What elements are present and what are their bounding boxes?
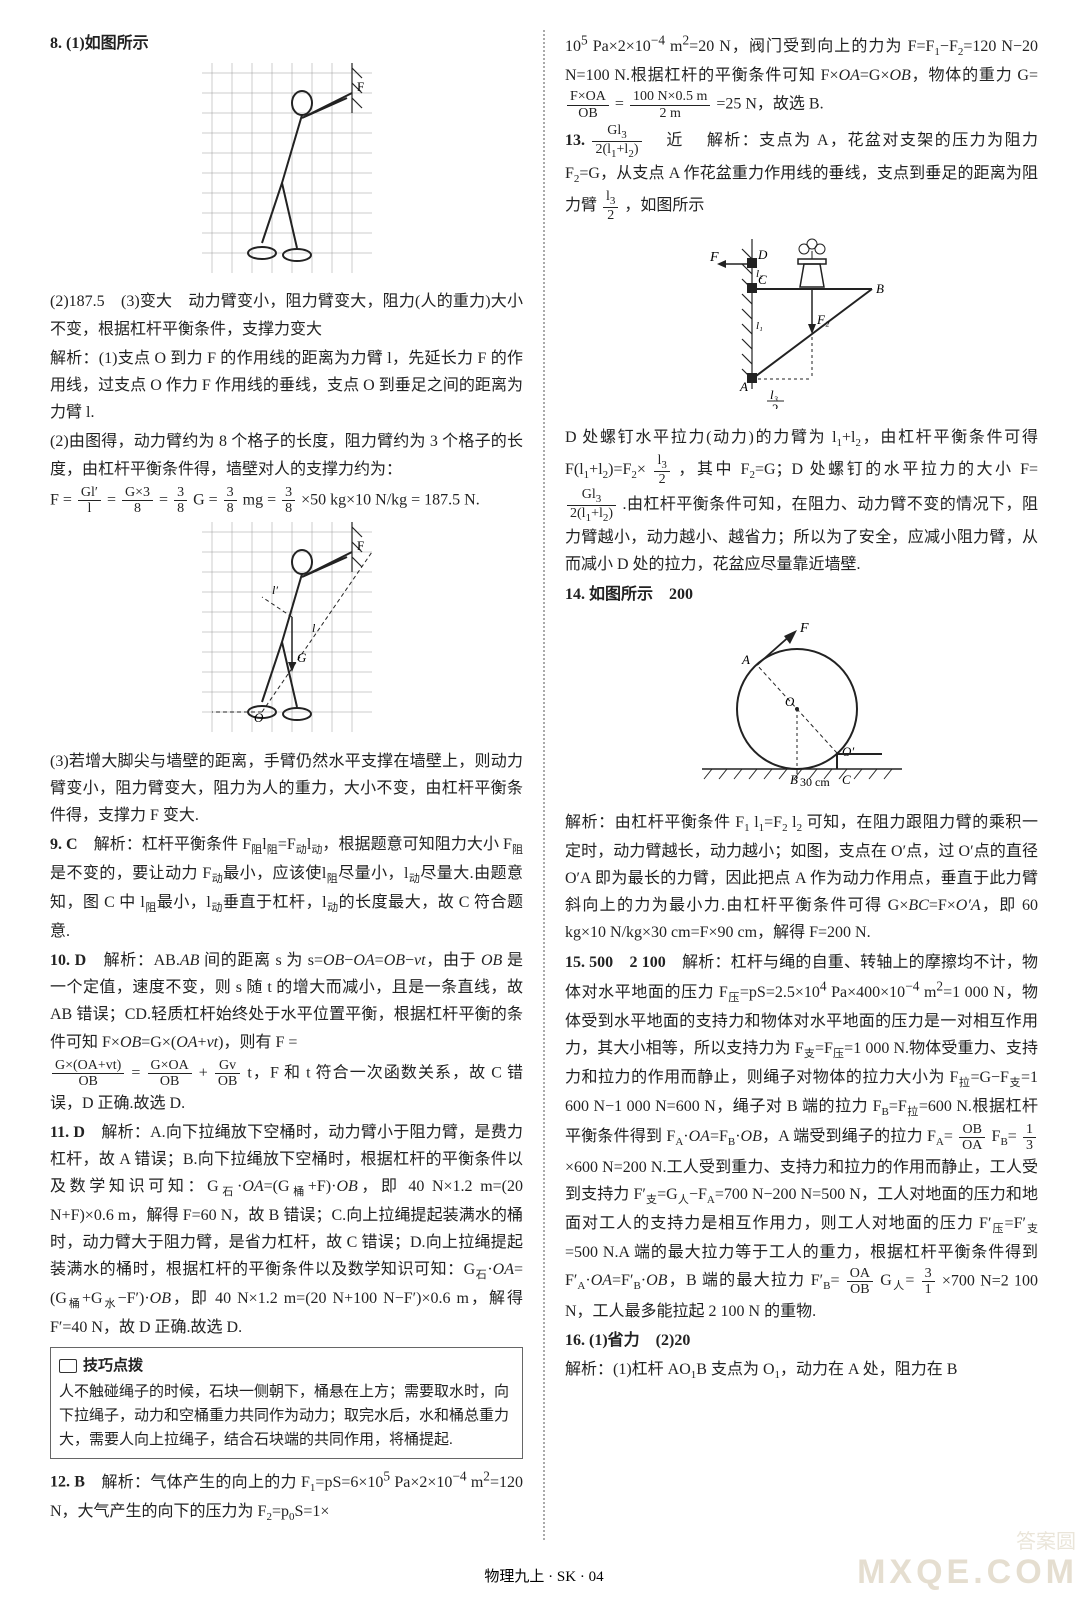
- q12: 12. B 解析：气体产生的向上的力 F1=pS=6×105 Pa×2×10−4…: [50, 1465, 523, 1526]
- svg-text:A: A: [739, 379, 748, 394]
- tips-box: 技巧点拨 人不触碰绳子的时候，石块一侧朝下，桶悬在上方；需要取水时，向下拉绳子，…: [50, 1347, 523, 1459]
- q13: 13. Gl32(l1+l2) 近 解析：支点为 A，花盆对支架的压力为阻力 F…: [565, 123, 1038, 223]
- q13-ana2: D 处螺钉水平拉力(动力)的力臂为 l1+l2，由杠杆平衡条件可得 F(l1+l…: [565, 424, 1038, 578]
- q10-formula: G×(OA+vt)OB = G×OAOB + GvOB t，F 和 t 符合一次…: [50, 1058, 523, 1117]
- svg-text:G: G: [297, 650, 307, 665]
- svg-text:B: B: [876, 281, 884, 296]
- q16-lead: 16. (1)省力 (2)20: [565, 1332, 690, 1349]
- q14-figure: F A O O′ B C 30 cm: [565, 614, 1038, 803]
- svg-text:F: F: [357, 538, 364, 553]
- q11: 11. D 解析：A.向下拉绳放下空桶时，动力臂小于阻力臂，是费力杠杆，故 A …: [50, 1119, 523, 1342]
- q8-figure-1: {} F: [50, 63, 523, 282]
- svg-text:l₁: l₁: [756, 320, 763, 332]
- svg-text:2: 2: [772, 401, 779, 409]
- q12-ana: 解析：气体产生的向上的力 F1=pS=6×105 Pa×2×10−4 m2=12…: [50, 1474, 523, 1520]
- q9: 9. C 解析：杠杆平衡条件 F阻l阻=F动l动，根据题意可知阻力大小 F阻是不…: [50, 831, 523, 945]
- svg-text:O: O: [785, 694, 795, 709]
- q8-p2: (2)187.5 (3)变大 动力臂变小，阻力臂变大，阻力(人的重力)大小不变，…: [50, 288, 523, 342]
- q14-ana: 解析：由杠杆平衡条件 F1 l1=F2 l2 可知，在阻力跟阻力臂的乘积一定时，…: [565, 809, 1038, 947]
- svg-text:A: A: [741, 652, 750, 667]
- q8-figure-2: F O G l′ l: [50, 522, 523, 741]
- q8-formula: F = Gl′l = G×38 = 38 G = 38 mg = 38 ×50 …: [50, 485, 523, 517]
- q8-p3: (3)若增大脚尖与墙壁的距离，手臂仍然水平支撑在墙壁上，则动力臂变小，阻力臂变大…: [50, 748, 523, 830]
- svg-text:C: C: [842, 772, 851, 787]
- q16-ana: 解析：(1)杠杆 AO1B 支点为 O1，动力在 A 处，阻力在 B: [565, 1356, 1038, 1385]
- watermark: MXQE.COM: [857, 1553, 1078, 1592]
- q10: 10. D 解析：AB.AB 间的距离 s 为 s=OB−OA=OB−vt，由于…: [50, 947, 523, 1056]
- svg-text:30 cm: 30 cm: [800, 775, 830, 789]
- svg-text:F₂: F₂: [816, 312, 830, 327]
- q14-lead: 14. 如图所示 200: [565, 586, 693, 603]
- tips-title: 技巧点拨: [83, 1354, 143, 1378]
- q8-lead: 8. (1)如图所示: [50, 35, 149, 52]
- svg-text:D: D: [757, 247, 768, 262]
- svg-text:l′: l′: [272, 583, 278, 597]
- right-column: 105 Pa×2×10−4 m2=20 N，阀门受到向上的力为 F=F1−F2=…: [565, 30, 1038, 1540]
- q15: 15. 500 2 100 解析：杠杆与绳的自重、转轴上的摩擦均不计，物体对水平…: [565, 949, 1038, 1325]
- q13-figure: F D C B A F₂ l₃ 2 l₂ l₁: [565, 229, 1038, 418]
- svg-text:F: F: [709, 250, 719, 265]
- q9-ana: 解析：杠杆平衡条件 F阻l阻=F动l动，根据题意可知阻力大小 F阻是不变的，要让…: [50, 836, 523, 940]
- q8-ana2: (2)由图得，动力臂约为 8 个格子的长度，阻力臂约为 3 个格子的长度，由杠杆…: [50, 428, 523, 482]
- svg-text:l₂: l₂: [756, 268, 763, 280]
- left-column: 8. (1)如图所示 {}: [50, 30, 523, 1540]
- tips-body: 人不触碰绳子的时候，石块一侧朝下，桶悬在上方；需要取水时，向下拉绳子，动力和空桶…: [59, 1380, 514, 1452]
- svg-text:B: B: [790, 772, 798, 787]
- svg-text:l: l: [312, 621, 316, 635]
- svg-text:F: F: [357, 79, 364, 94]
- q11-ana: 解析：A.向下拉绳放下空桶时，动力臂小于阻力臂，是费力杠杆，故 A 错误；B.向…: [50, 1124, 523, 1336]
- book-icon: [59, 1359, 77, 1373]
- q12-cont: 105 Pa×2×10−4 m2=20 N，阀门受到向上的力为 F=F1−F2=…: [565, 30, 1038, 121]
- q10-ana: 解析：AB.AB 间的距离 s 为 s=OB−OA=OB−vt，由于 OB 是一…: [50, 952, 523, 1051]
- svg-text:F: F: [799, 621, 809, 636]
- watermark-small: 答案圆: [1016, 1525, 1076, 1554]
- svg-text:O′: O′: [842, 744, 854, 759]
- column-divider: [543, 30, 545, 1540]
- q8-ana1: 解析：(1)支点 O 到力 F 的作用线的距离为力臂 l，先延长力 F 的作用线…: [50, 345, 523, 427]
- svg-text:l₃: l₃: [770, 387, 778, 402]
- svg-text:O: O: [254, 710, 264, 725]
